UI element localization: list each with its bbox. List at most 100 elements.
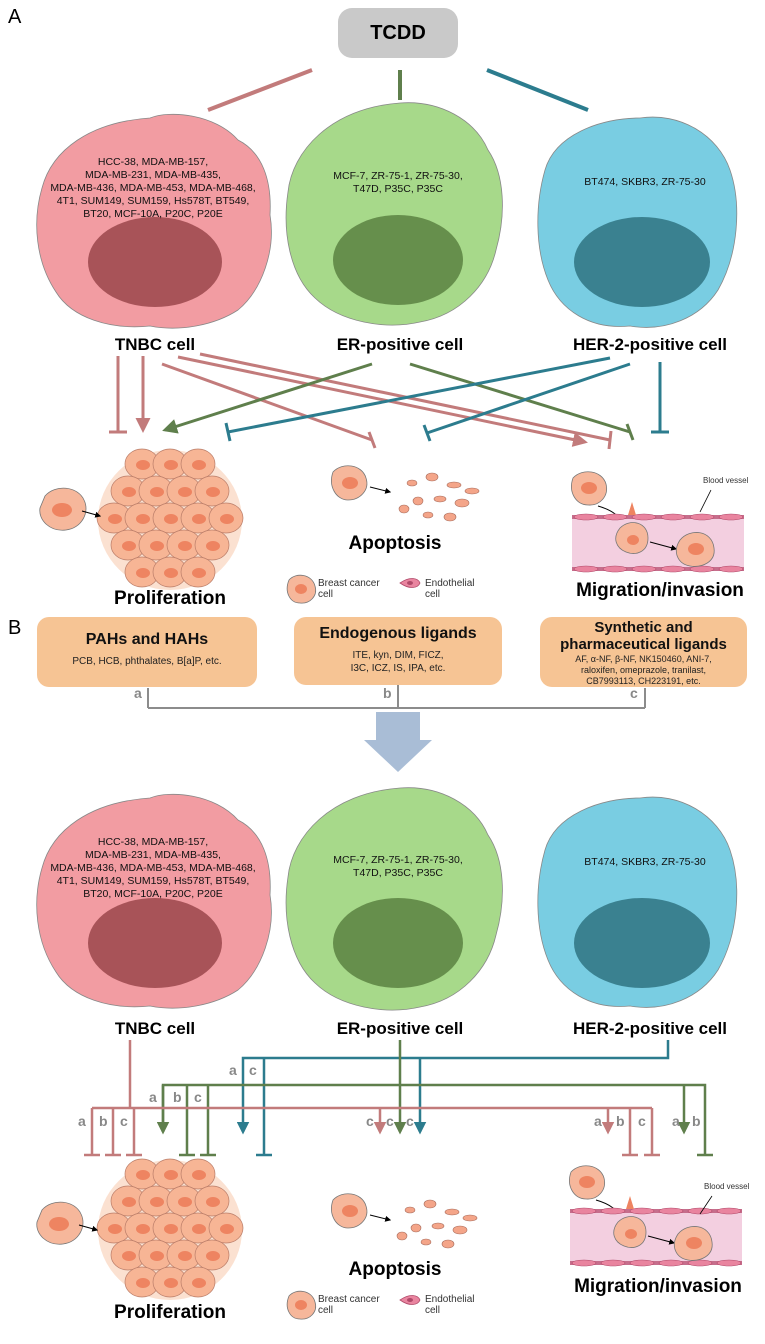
cell-fragment (398, 504, 410, 514)
her2-line: BT474, SKBR3, ZR-75-30 (584, 176, 706, 188)
cell-fragment (406, 479, 418, 487)
endothelial-cell (600, 1259, 626, 1267)
migration-label-b: Migration/invasion (574, 1276, 742, 1297)
ligand-item: CB7993113, CH223191, etc. (586, 676, 701, 686)
tnbc-line: MDA-MB-436, MDA-MB-453, MDA-MB-468, (50, 182, 256, 194)
ligand-title: Endogenous ligands (319, 625, 477, 642)
proliferating-cell-nucleus (150, 541, 164, 551)
endothelial-cell (687, 1259, 713, 1267)
branch-letter: c (120, 1113, 128, 1129)
er-cell-lines-a: MCF-7, ZR-75-1, ZR-75-30, T47D, P35C, P3… (308, 170, 488, 196)
proliferating-cell-nucleus (136, 460, 150, 470)
endothelial-cell (602, 565, 628, 573)
cell-fragment (423, 1199, 437, 1209)
her2-label-b: HER-2-positive cell (573, 1019, 727, 1038)
ligand-item: raloxifen, omeprazole, tranilast, (580, 665, 707, 675)
legend-text: Breast cancer (318, 578, 380, 589)
proliferating-cell-nucleus (192, 460, 206, 470)
er-line: T47D, P35C, P35C (353, 183, 443, 195)
endothelial-cell (689, 513, 715, 521)
tnbc-line: MDA-MB-436, MDA-MB-453, MDA-MB-468, (50, 862, 256, 874)
tnbc-label-a: TNBC cell (114, 335, 196, 354)
proliferating-cell-nucleus (150, 1197, 164, 1207)
connector-letter-c: c (630, 685, 638, 701)
proliferating-cell-nucleus (164, 1170, 178, 1180)
endothelial-cell (658, 1207, 684, 1215)
panel-label-b: B (8, 617, 22, 639)
branch-letter: b (99, 1113, 108, 1129)
cell-fragment (441, 1239, 455, 1249)
ligand-item: I3C, ICZ, IS, IPA, etc. (350, 663, 446, 674)
tnbc-cell-lines-a: HCC-38, MDA-MB-157, MDA-MB-231, MDA-MB-4… (48, 156, 258, 221)
legend-text: cell (425, 589, 441, 600)
apoptosis-figure-b (331, 1193, 478, 1249)
cell-fragment (422, 511, 434, 519)
ligand-items: AF, α-NF, β-NF, NK150460, ANI-7, raloxif… (540, 654, 747, 687)
proliferating-cell-nucleus (136, 514, 150, 524)
single-cell-b (36, 1201, 99, 1245)
proliferation-cluster-b (96, 1158, 244, 1300)
ligand-item: ITE, kyn, DIM, FICZ, (352, 650, 444, 661)
branch-letter: a (672, 1113, 680, 1129)
proliferating-cell-nucleus (164, 460, 178, 470)
endothelial-cell (629, 1259, 655, 1267)
tcdd-label: TCDD (370, 21, 426, 44)
endothelial-cell (687, 1207, 713, 1215)
endothelial-cell (658, 1259, 684, 1267)
cell-fragment (425, 472, 439, 482)
branch-letter: c (249, 1062, 257, 1078)
branch-letter: a (78, 1113, 86, 1129)
her2-label-a: HER-2-positive cell (573, 335, 727, 354)
endothelial-cell (660, 513, 686, 521)
endothelial-cell (718, 513, 744, 521)
proliferating-cell-nucleus (178, 1197, 192, 1207)
er-line: MCF-7, ZR-75-1, ZR-75-30, (333, 854, 463, 866)
er-line: MCF-7, ZR-75-1, ZR-75-30, (333, 170, 463, 182)
proliferating-cell-nucleus (192, 1170, 206, 1180)
endothelial-cell (631, 513, 657, 521)
panel-a-effect-lines (109, 352, 669, 450)
legend-breast-cancer-a: Breast cancer cell (318, 578, 398, 600)
legend-text: Endothelial (425, 578, 475, 589)
cell-fragment (464, 487, 480, 495)
panel-b-network (84, 1040, 713, 1157)
proliferating-cell-nucleus (206, 1251, 220, 1261)
proliferating-cell-nucleus (136, 1170, 150, 1180)
proliferation-cluster-a (96, 448, 244, 590)
proliferating-cell-nucleus (122, 1251, 136, 1261)
ligand-box-endogenous: Endogenous ligands ITE, kyn, DIM, FICZ, … (294, 617, 502, 685)
blood-vessel-label-b: Blood vessel (704, 1182, 750, 1191)
tnbc-line: BT20, MCF-10A, P20C, P20E (83, 888, 223, 900)
her2-nucleus-b (574, 898, 710, 988)
branch-letter: c (194, 1089, 202, 1105)
her2-cell-lines-a: BT474, SKBR3, ZR-75-30 (560, 176, 730, 189)
legend-endothelial-b: Endothelial cell (425, 1294, 505, 1316)
proliferating-cell-nucleus (164, 1224, 178, 1234)
connector-letter-b: b (383, 685, 392, 701)
proliferating-cell-nucleus (136, 1224, 150, 1234)
migration-figure-a (571, 471, 744, 573)
tnbc-nucleus (88, 217, 222, 307)
legend-icons (286, 574, 421, 604)
apoptosis-label-a: Apoptosis (348, 533, 442, 554)
tnbc-cell-lines-b: HCC-38, MDA-MB-157, MDA-MB-231, MDA-MB-4… (48, 836, 258, 901)
tnbc-line: 4T1, SUM149, SUM159, Hs578T, BT549, (56, 195, 250, 207)
proliferating-cell-nucleus (122, 1197, 136, 1207)
endothelial-cell (571, 1207, 597, 1215)
proliferation-label-b: Proliferation (114, 1302, 226, 1323)
proliferating-cell-nucleus (178, 541, 192, 551)
endothelial-cell (573, 565, 599, 573)
branch-letter: a (594, 1113, 602, 1129)
migration-figure-b (569, 1165, 742, 1267)
proliferating-cell-nucleus (178, 1251, 192, 1261)
cell-fragment (454, 498, 470, 508)
endothelial-cell (602, 513, 628, 521)
endothelial-cell (716, 1259, 742, 1267)
proliferating-cell-nucleus (150, 1251, 164, 1261)
ligand-title-line: Synthetic and (594, 619, 693, 636)
branch-letter: a (229, 1062, 237, 1078)
legend-text: cell (425, 1305, 441, 1316)
cell-fragment (444, 1208, 460, 1216)
